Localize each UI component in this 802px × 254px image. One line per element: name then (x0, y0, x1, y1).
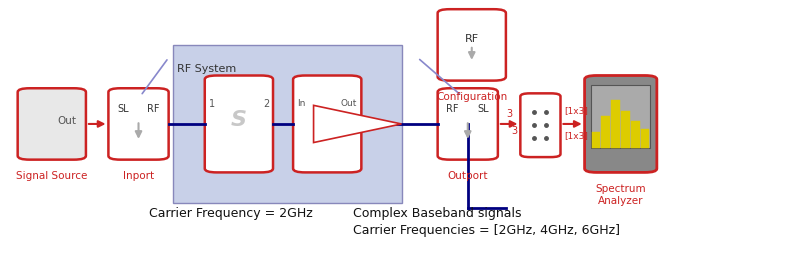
FancyBboxPatch shape (293, 76, 361, 173)
FancyBboxPatch shape (437, 89, 497, 160)
Text: Configuration: Configuration (435, 91, 507, 101)
Text: 1: 1 (209, 98, 215, 108)
Text: [1x3]: [1x3] (564, 106, 588, 115)
FancyBboxPatch shape (584, 76, 656, 173)
Text: RF: RF (464, 34, 478, 44)
Text: 3: 3 (511, 125, 517, 135)
Text: Out: Out (341, 99, 357, 108)
Bar (610, 101, 619, 149)
Text: Signal Source: Signal Source (16, 170, 87, 180)
Text: Complex Baseband signals
Carrier Frequencies = [2GHz, 4GHz, 6GHz]: Complex Baseband signals Carrier Frequen… (353, 206, 620, 236)
Text: Out: Out (57, 116, 76, 126)
Bar (630, 122, 638, 149)
Bar (621, 111, 629, 149)
FancyBboxPatch shape (437, 10, 505, 81)
Text: Carrier Frequency = 2GHz: Carrier Frequency = 2GHz (148, 206, 312, 219)
Bar (591, 133, 599, 149)
Polygon shape (313, 106, 401, 143)
Bar (640, 130, 649, 149)
FancyBboxPatch shape (205, 76, 273, 173)
Text: SL: SL (476, 104, 488, 114)
Bar (601, 117, 609, 149)
Text: RF System: RF System (176, 64, 236, 73)
Text: 2: 2 (262, 98, 269, 108)
Text: RF: RF (446, 104, 459, 114)
Text: [1x3]: [1x3] (564, 130, 588, 139)
Bar (590, 86, 650, 149)
FancyBboxPatch shape (520, 94, 560, 157)
Text: Spectrum
Analyzer: Spectrum Analyzer (594, 183, 646, 205)
Text: Inport: Inport (123, 170, 154, 180)
Text: 3: 3 (505, 109, 512, 119)
FancyBboxPatch shape (108, 89, 168, 160)
Text: SL: SL (118, 104, 129, 114)
FancyBboxPatch shape (18, 89, 86, 160)
Text: Outport: Outport (447, 170, 488, 180)
Bar (172, 46, 401, 203)
Text: RF: RF (147, 104, 160, 114)
Text: In: In (297, 99, 305, 108)
Text: S: S (231, 110, 246, 130)
